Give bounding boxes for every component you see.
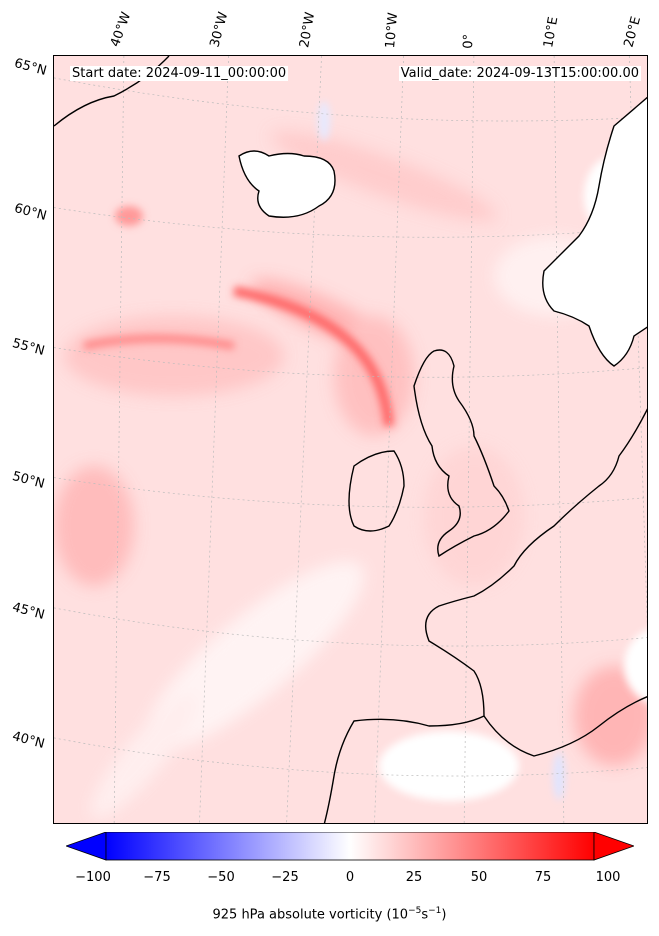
colorbar-tick: −25: [271, 870, 299, 885]
lon-label-20e: 20°E: [621, 14, 645, 50]
colorbar-label: 925 hPa absolute vorticity (10−5s−1): [212, 906, 447, 923]
scandinavia-coast: [542, 96, 647, 367]
lon-label-10e: 10°E: [541, 15, 562, 49]
lon-label-0: 0°: [461, 33, 477, 49]
coastlines: [54, 56, 647, 823]
colorbar-tick: 100: [595, 870, 621, 885]
lat-label-40n: 40°N: [10, 729, 47, 752]
mediterranean-coast: [483, 696, 647, 757]
colorbar-tick: 25: [405, 870, 423, 885]
colorbar-tick: −75: [143, 870, 171, 885]
ireland-coast: [348, 450, 405, 532]
vorticity-map: [54, 56, 647, 823]
europe-coast: [323, 408, 647, 823]
lat-label-55n: 55°N: [10, 336, 47, 359]
iceland-coast: [238, 150, 336, 218]
vorticity-field: [54, 56, 647, 823]
lon-label-30w: 30°W: [207, 10, 232, 49]
lon-label-20w: 20°W: [297, 11, 319, 50]
map-panel[interactable]: [53, 55, 648, 824]
colorbar-bar: [105, 832, 595, 861]
lat-label-45n: 45°N: [10, 600, 47, 623]
colorbar-tick: 50: [470, 870, 488, 885]
lat-label-60n: 60°N: [12, 201, 49, 224]
colorbar: [66, 832, 634, 861]
start-date-label: Start date: 2024-09-11_00:00:00: [70, 66, 289, 81]
colorbar-extend-min: [66, 832, 107, 861]
colorbar-tick: 0: [345, 870, 355, 885]
lon-label-10w: 10°W: [383, 11, 402, 49]
colorbar-tick: −100: [75, 870, 111, 885]
lon-label-40w: 40°W: [107, 10, 135, 49]
colorbar-tick: 75: [534, 870, 552, 885]
uk-coast: [413, 349, 510, 558]
lat-label-65n: 65°N: [12, 56, 49, 79]
lat-label-50n: 50°N: [10, 469, 47, 492]
colorbar-extend-max: [593, 832, 634, 861]
valid-date-label: Valid_date: 2024-09-13T15:00:00.00: [398, 66, 641, 81]
colorbar-tick: −50: [207, 870, 235, 885]
